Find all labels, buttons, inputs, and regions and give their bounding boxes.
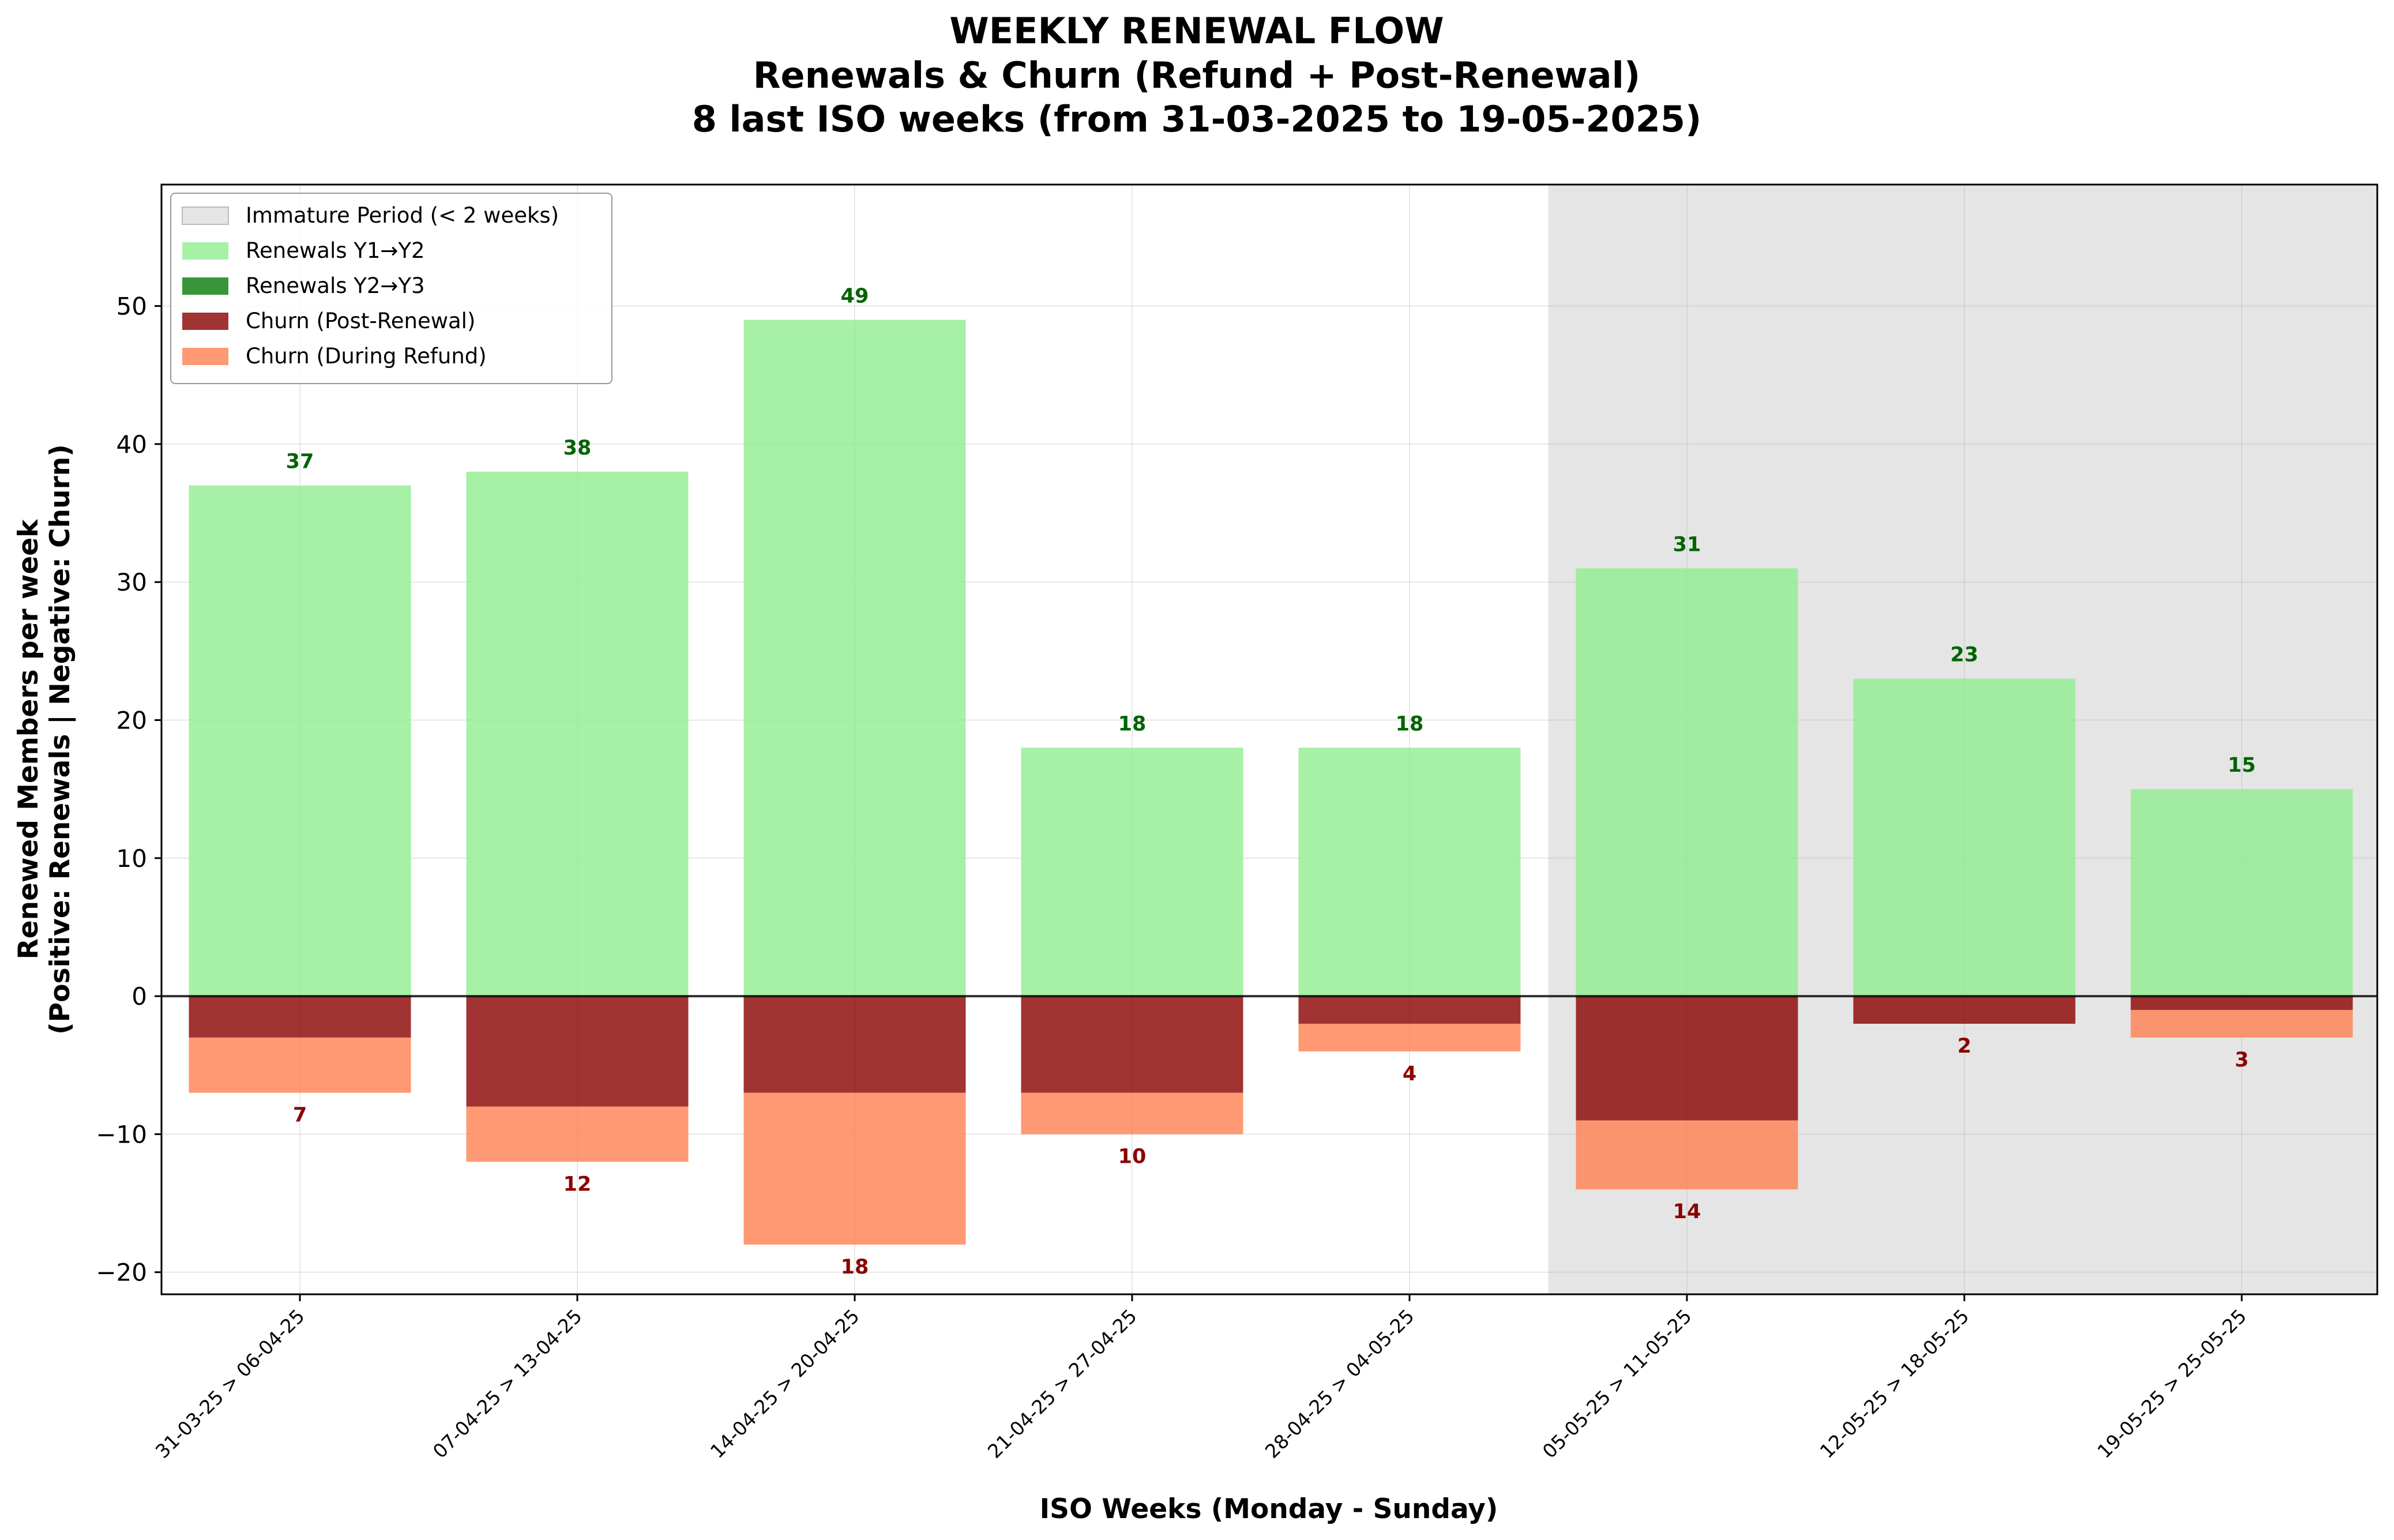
churn-total-label: 12	[563, 1173, 592, 1196]
x-tick-label: 19-05-25 > 25-05-25	[2093, 1305, 2251, 1463]
bar-churn-post-renewal	[1021, 996, 1243, 1093]
churn-total-label: 18	[841, 1256, 869, 1279]
legend-swatch	[182, 313, 228, 330]
churn-total-label: 7	[293, 1104, 307, 1127]
x-tick-label: 28-04-25 > 04-05-25	[1261, 1305, 1419, 1463]
renewal-total-label: 49	[841, 285, 869, 308]
churn-total-label: 14	[1673, 1200, 1701, 1223]
renewal-total-label: 18	[1118, 712, 1147, 735]
plot-area: 37 7 38 12 49 18 18 10 18 4 31 14 23 2 15 3	[161, 185, 2377, 1294]
renewal-total-label: 38	[563, 437, 592, 460]
bar-churn-post-renewal	[2130, 996, 2353, 1011]
legend-swatch	[182, 348, 228, 365]
y-tick-label: 10	[116, 844, 147, 873]
x-tick-label: 05-05-25 > 11-05-25	[1538, 1305, 1696, 1463]
bar-churn-during-refund	[1021, 1092, 1243, 1135]
bar-churn-during-refund	[743, 1092, 966, 1245]
y-axis-title-line-2: (Positive: Renewals | Negative: Churn)	[44, 444, 76, 1034]
churn-total-label: 10	[1118, 1145, 1147, 1168]
renewal-total-label: 23	[1950, 644, 1979, 667]
legend-label: Immature Period (< 2 weeks)	[246, 203, 559, 228]
bar-churn-during-refund	[2130, 1010, 2353, 1038]
legend-swatch	[182, 277, 228, 295]
x-axis-title: ISO Weeks (Monday - Sunday)	[1040, 1493, 1498, 1525]
y-tick-label: 50	[116, 292, 147, 321]
bar-churn-post-renewal	[1853, 996, 2076, 1024]
legend-label: Renewals Y1→Y2	[246, 238, 425, 263]
bar-churn-during-refund	[1576, 1120, 1798, 1190]
x-tick-label: 21-04-25 > 27-04-25	[983, 1305, 1141, 1463]
legend-label: Renewals Y2→Y3	[246, 273, 425, 298]
y-tick-label: 0	[131, 982, 147, 1011]
x-tick-label: 31-03-25 > 06-04-25	[151, 1305, 309, 1463]
bar-churn-during-refund	[189, 1037, 411, 1093]
churn-total-label: 3	[2235, 1049, 2249, 1072]
bar-renewals-y1-y2	[2130, 789, 2353, 997]
y-tick-label: 30	[116, 568, 147, 596]
legend-box	[170, 193, 612, 384]
renewal-total-label: 31	[1673, 533, 1701, 556]
bar-renewals-y1-y2	[466, 471, 689, 997]
x-tick-label: 12-05-25 > 18-05-25	[1816, 1305, 1974, 1463]
bar-renewals-y1-y2	[1021, 748, 1243, 997]
bar-churn-post-renewal	[1298, 996, 1521, 1024]
bar-churn-post-renewal	[743, 996, 966, 1093]
legend-label: Churn (Post-Renewal)	[246, 309, 475, 333]
bar-churn-during-refund	[1298, 1023, 1521, 1051]
y-tick-label: −20	[96, 1259, 147, 1287]
renewal-total-label: 37	[286, 450, 314, 474]
x-tick-label: 07-04-25 > 13-04-25	[429, 1305, 587, 1463]
y-axis-title-line-1: Renewed Members per week	[13, 519, 44, 960]
bar-renewals-y1-y2	[1853, 678, 2076, 997]
churn-total-label: 4	[1403, 1062, 1416, 1085]
legend-swatch	[182, 206, 229, 225]
chart-title-line-1: WEEKLY RENEWAL FLOW	[949, 10, 1444, 52]
chart-title-line-2: Renewals & Churn (Refund + Post-Renewal)	[753, 54, 1640, 96]
x-tick-label: 14-04-25 > 20-04-25	[706, 1305, 864, 1463]
bar-renewals-y1-y2	[189, 485, 411, 997]
legend: Immature Period (< 2 weeks) Renewals Y1→Y…	[170, 193, 612, 384]
y-tick-label: −10	[96, 1120, 147, 1148]
chart-title-line-3: 8 last ISO weeks (from 31-03-2025 to 19-…	[692, 98, 1702, 140]
renewal-total-label: 18	[1396, 712, 1424, 735]
plot-frame	[160, 183, 2378, 1295]
bar-churn-post-renewal	[189, 996, 411, 1038]
bar-renewals-y1-y2	[743, 320, 966, 997]
churn-total-label: 2	[1957, 1035, 1971, 1058]
y-tick-label: 20	[116, 706, 147, 734]
renewal-total-label: 15	[2228, 754, 2256, 777]
bar-churn-post-renewal	[466, 996, 689, 1107]
bar-renewals-y1-y2	[1576, 568, 1798, 997]
bar-renewals-y1-y2	[1298, 748, 1521, 997]
legend-label: Churn (During Refund)	[246, 344, 487, 369]
bar-churn-during-refund	[466, 1106, 689, 1162]
bar-churn-post-renewal	[1576, 996, 1798, 1121]
y-tick-label: 40	[116, 430, 147, 459]
legend-swatch	[182, 242, 228, 260]
